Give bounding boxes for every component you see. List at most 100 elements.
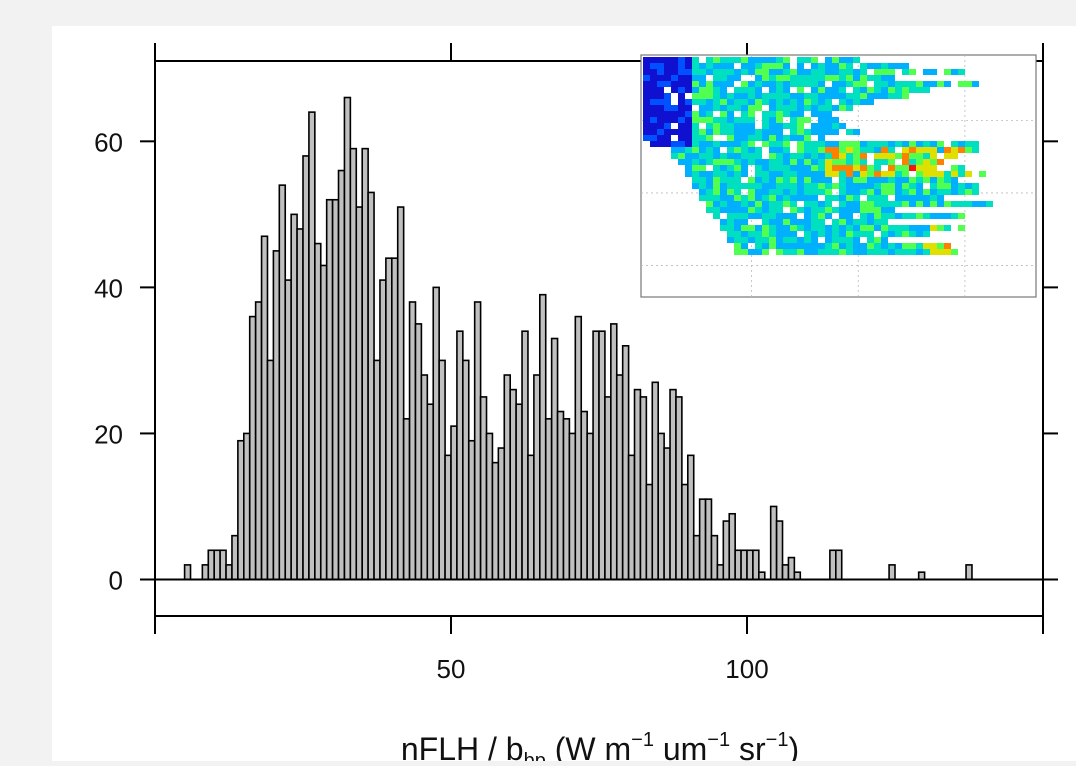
inset-heatmap-cell — [769, 207, 776, 213]
inset-heatmap-cell — [769, 225, 776, 231]
inset-heatmap-cell — [846, 75, 853, 81]
inset-heatmap-cell — [867, 141, 874, 147]
histogram-bar — [390, 257, 399, 581]
inset-heatmap-cell — [664, 99, 671, 105]
inset-heatmap-cell — [902, 177, 909, 183]
inset-heatmap-cell — [748, 129, 755, 135]
inset-heatmap-cell — [734, 159, 741, 165]
inset-heatmap-cell — [930, 189, 937, 195]
inset-heatmap-cell — [853, 99, 860, 105]
inset-heatmap-cell — [860, 153, 867, 159]
inset-heatmap-cell — [776, 231, 783, 237]
inset-heatmap-cell — [825, 129, 832, 135]
inset-heatmap-cell — [783, 249, 790, 255]
inset-heatmap-cell — [790, 231, 797, 237]
inset-heatmap-cell — [734, 135, 741, 141]
inset-heatmap-cell — [930, 201, 937, 207]
inset-heatmap-cell — [860, 231, 867, 237]
histogram-bar — [408, 301, 417, 581]
inset-heatmap-cell — [958, 141, 965, 147]
inset-heatmap-cell — [846, 63, 853, 69]
x-label-sup1: −1 — [631, 729, 654, 751]
histogram-bar — [201, 564, 210, 581]
histogram-bar — [385, 257, 393, 581]
inset-heatmap-cell — [902, 225, 909, 231]
inset-heatmap-cell — [769, 135, 776, 141]
inset-heatmap-cell — [762, 93, 769, 99]
histogram-bar — [231, 534, 239, 581]
inset-heatmap-cell — [874, 189, 881, 195]
inset-heatmap-cell — [888, 153, 895, 159]
inset-heatmap-cell — [769, 75, 776, 81]
inset-heatmap-cell — [748, 249, 755, 255]
inset-heatmap-cell — [741, 225, 748, 231]
inset-heatmap-cell — [734, 195, 741, 201]
inset-heatmap-cell — [797, 69, 804, 75]
inset-heatmap-cell — [811, 207, 818, 213]
inset-heatmap-cell — [783, 189, 790, 195]
inset-heatmap-cell — [727, 183, 734, 189]
inset-heatmap-cell — [797, 75, 804, 81]
inset-heatmap-cell — [881, 231, 888, 237]
inset-heatmap-cell — [762, 129, 769, 135]
inset-heatmap-cell — [797, 171, 804, 177]
inset-heatmap-cell — [692, 93, 699, 99]
inset-heatmap-cell — [916, 249, 923, 255]
inset-heatmap-cell — [923, 159, 930, 165]
inset-heatmap-cell — [944, 177, 951, 183]
inset-heatmap-cell — [790, 153, 797, 159]
inset-heatmap-cell — [867, 165, 874, 171]
histogram-bar — [243, 432, 251, 581]
inset-heatmap-cell — [909, 69, 916, 75]
inset-heatmap-cell — [846, 219, 853, 225]
inset-heatmap-cell — [699, 87, 706, 93]
inset-heatmap-cell — [664, 63, 671, 69]
inset-heatmap-cell — [958, 213, 965, 219]
histogram-bar — [254, 301, 263, 581]
inset-heatmap-cell — [797, 141, 804, 147]
inset-heatmap-cell — [832, 165, 839, 171]
inset-heatmap-cell — [867, 243, 874, 249]
inset-heatmap-cell — [748, 147, 755, 153]
inset-heatmap-cell — [951, 189, 958, 195]
inset-heatmap-cell — [713, 93, 720, 99]
inset-heatmap-cell — [727, 111, 734, 117]
inset-heatmap-cell — [706, 129, 713, 135]
inset-heatmap-cell — [888, 63, 895, 69]
inset-heatmap-cell — [818, 171, 825, 177]
inset-heatmap-cell — [867, 147, 874, 153]
inset-heatmap-cell — [720, 153, 727, 159]
inset-heatmap-cell — [839, 231, 846, 237]
inset-heatmap-cell — [671, 81, 678, 87]
inset-heatmap-cell — [643, 75, 650, 81]
inset-heatmap-cell — [671, 105, 678, 111]
inset-heatmap-cell — [734, 249, 741, 255]
inset-heatmap-cell — [783, 75, 790, 81]
inset-heatmap-cell — [839, 213, 846, 219]
inset-heatmap-cell — [860, 189, 867, 195]
inset-heatmap-cell — [832, 249, 839, 255]
inset-heatmap-cell — [853, 219, 860, 225]
inset-heatmap-cell — [909, 189, 916, 195]
inset-heatmap-cell — [748, 99, 755, 105]
inset-heatmap-cell — [804, 159, 811, 165]
inset-heatmap-cell — [790, 171, 797, 177]
inset-heatmap-cell — [958, 165, 965, 171]
inset-heatmap-cell — [678, 69, 685, 75]
inset-heatmap-cell — [825, 105, 832, 111]
inset-heatmap-cell — [937, 171, 944, 177]
inset-heatmap-cell — [727, 147, 734, 153]
inset-heatmap-cell — [713, 153, 720, 159]
inset-heatmap-cell — [734, 117, 741, 123]
inset-heatmap-cell — [699, 105, 706, 111]
inset-heatmap-cell — [790, 195, 797, 201]
inset-heatmap-cell — [692, 117, 699, 123]
inset-heatmap-cell — [832, 129, 839, 135]
inset-heatmap-cell — [727, 117, 734, 123]
inset-heatmap-cell — [818, 207, 825, 213]
inset-heatmap-cell — [720, 171, 727, 177]
inset-heatmap-cell — [832, 207, 839, 213]
inset-heatmap-cell — [685, 135, 692, 141]
inset-heatmap-cell — [650, 123, 657, 129]
histogram-bar — [621, 345, 630, 581]
